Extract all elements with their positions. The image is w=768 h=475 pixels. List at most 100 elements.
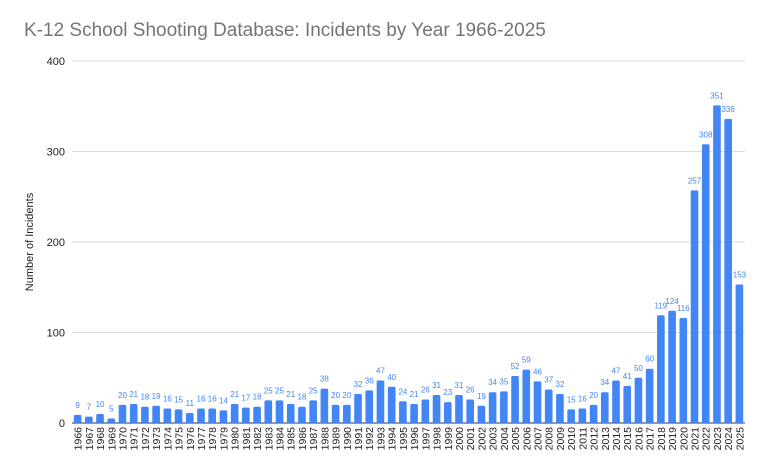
x-tick-label: 2024 — [723, 427, 735, 451]
data-label: 308 — [699, 130, 713, 139]
x-tick-label: 1970 — [117, 427, 129, 451]
data-label: 23 — [443, 388, 452, 397]
y-tick-label: 300 — [47, 147, 65, 159]
data-label: 15 — [174, 395, 183, 404]
data-label: 59 — [522, 356, 531, 365]
data-label: 21 — [129, 390, 138, 399]
bar — [197, 408, 205, 423]
data-label: 60 — [645, 355, 654, 364]
x-tick-label: 1999 — [443, 427, 455, 451]
bar — [174, 409, 183, 423]
x-tick-label: 1976 — [185, 427, 197, 451]
x-tick-label: 2021 — [690, 427, 702, 451]
data-label: 20 — [589, 391, 598, 400]
bar — [713, 105, 721, 423]
y-tick-label: 200 — [47, 237, 65, 249]
data-label: 20 — [331, 391, 340, 400]
x-tick-label: 1980 — [230, 427, 242, 451]
data-label: 26 — [421, 385, 430, 394]
bar — [589, 404, 598, 423]
x-tick-label: 1968 — [95, 427, 107, 451]
data-label: 35 — [499, 377, 508, 386]
data-label: 25 — [264, 386, 273, 395]
bar — [342, 404, 351, 423]
data-label: 18 — [253, 393, 262, 402]
data-label: 21 — [410, 390, 419, 399]
bar — [298, 406, 306, 423]
x-tick-label: 1981 — [241, 427, 253, 451]
bar — [432, 394, 441, 423]
bar — [185, 413, 194, 423]
data-label: 46 — [533, 367, 542, 376]
x-tick-label: 1974 — [162, 427, 174, 451]
bar — [410, 403, 418, 423]
bar — [522, 369, 531, 423]
bar — [107, 418, 116, 423]
chart-title: K-12 School Shooting Database: Incidents… — [24, 20, 546, 41]
data-label: 34 — [488, 378, 497, 387]
data-label: 17 — [241, 394, 250, 403]
x-tick-label: 1967 — [84, 427, 96, 451]
bar — [578, 408, 587, 423]
x-tick-label: 2020 — [678, 427, 690, 451]
bar — [73, 414, 82, 423]
bar — [600, 392, 609, 423]
bar — [612, 380, 620, 423]
data-label: 5 — [109, 404, 114, 413]
x-tick-label: 2002 — [476, 427, 488, 451]
bar — [735, 284, 744, 423]
x-tick-label: 1972 — [140, 427, 152, 451]
data-label: 25 — [309, 386, 318, 395]
x-tick-label: 1988 — [319, 427, 331, 451]
bar — [466, 399, 475, 423]
data-label: 26 — [466, 385, 475, 394]
bar — [275, 400, 284, 423]
bar — [264, 400, 273, 423]
x-tick-label: 2015 — [622, 427, 634, 451]
x-tick-label: 2003 — [488, 427, 500, 451]
bar — [556, 394, 564, 423]
x-tick-label: 1996 — [409, 427, 421, 451]
data-label: 32 — [555, 380, 564, 389]
data-label: 52 — [511, 362, 520, 371]
data-label: 119 — [654, 301, 667, 310]
x-tick-label: 2000 — [454, 427, 466, 451]
x-tick-label: 1992 — [364, 427, 376, 451]
bar — [657, 315, 665, 423]
data-label: 18 — [140, 393, 149, 402]
data-label: 16 — [578, 395, 587, 404]
data-label: 20 — [342, 391, 351, 400]
x-tick-label: 2017 — [645, 427, 657, 451]
x-tick-label: 1986 — [297, 427, 309, 451]
y-axis-label: Number of Incidents — [24, 192, 36, 291]
x-tick-label: 2009 — [555, 427, 567, 451]
x-tick-label: 1993 — [375, 427, 387, 451]
x-tick-label: 2012 — [589, 427, 601, 451]
x-tick-label: 1998 — [432, 427, 444, 451]
data-label: 38 — [320, 375, 329, 384]
x-tick-label: 1989 — [331, 427, 343, 451]
bar — [455, 394, 463, 423]
bar — [118, 404, 127, 423]
data-label: 336 — [721, 105, 735, 114]
x-tick-label: 2025 — [734, 427, 746, 451]
x-tick-label: 2019 — [667, 427, 679, 451]
x-tick-label: 1990 — [342, 427, 354, 451]
x-tick-label: 2005 — [510, 427, 522, 451]
bar — [477, 405, 486, 423]
x-tick-label: 2022 — [701, 427, 713, 451]
data-label: 20 — [118, 391, 127, 400]
x-tick-label: 2011 — [577, 427, 589, 450]
data-label: 31 — [455, 381, 464, 390]
data-label: 18 — [297, 393, 306, 402]
bar — [129, 403, 138, 423]
x-tick-label: 1991 — [353, 427, 365, 451]
x-tick-label: 1966 — [73, 427, 85, 451]
data-label: 14 — [219, 396, 228, 405]
x-tick-label: 1973 — [151, 427, 163, 451]
x-tick-label: 2010 — [566, 427, 578, 451]
data-label: 16 — [208, 395, 217, 404]
x-tick-label: 1975 — [174, 427, 186, 451]
data-label: 351 — [710, 91, 724, 100]
